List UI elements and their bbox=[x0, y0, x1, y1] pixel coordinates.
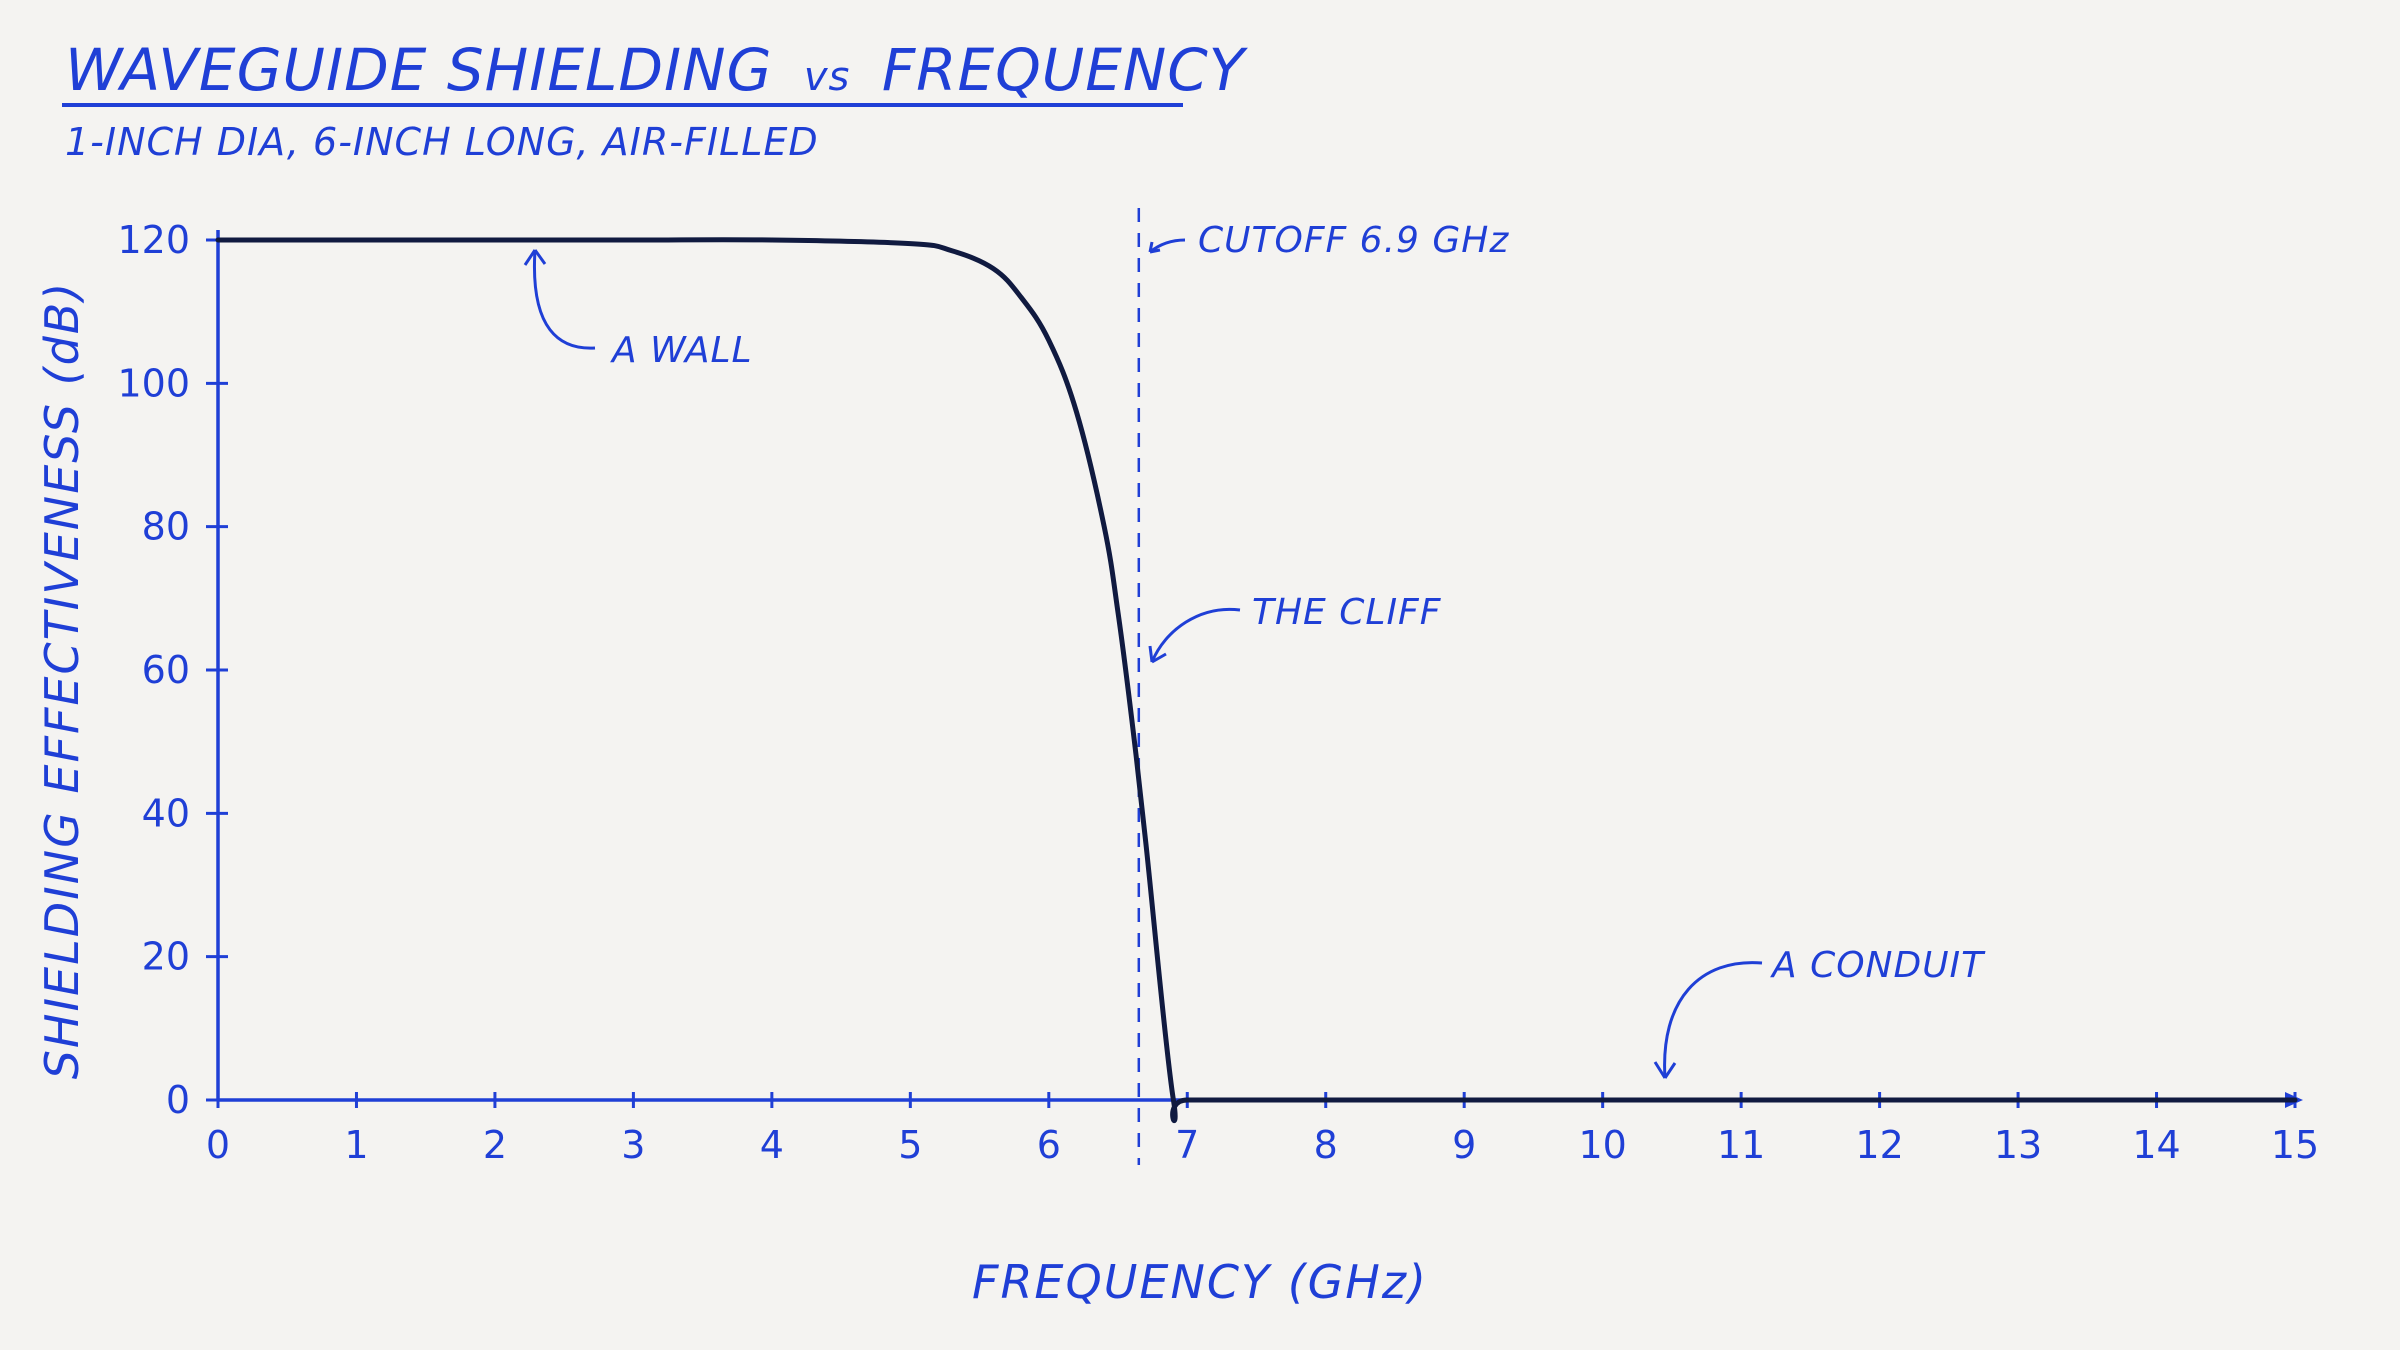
title-vs: vs bbox=[804, 54, 851, 100]
x-tick-label: 15 bbox=[2271, 1123, 2319, 1167]
title-main: WAVEGUIDE SHIELDING bbox=[65, 36, 772, 104]
x-tick-label: 10 bbox=[1578, 1123, 1626, 1167]
x-tick-label: 4 bbox=[760, 1123, 784, 1167]
cutoff-annotation: CUTOFF 6.9 GHz bbox=[1198, 220, 1509, 261]
series-line bbox=[215, 237, 2298, 1124]
y-tick-label: 40 bbox=[142, 791, 190, 835]
y-tick-label: 80 bbox=[142, 505, 190, 549]
y-tick-label: 0 bbox=[166, 1078, 190, 1122]
x-tick-label: 7 bbox=[1175, 1123, 1199, 1167]
annotation-cutoff: CUTOFF 6.9 GHz bbox=[1148, 220, 1509, 261]
x-tick-label: 2 bbox=[483, 1123, 507, 1167]
cliff-arrowhead-icon bbox=[1148, 645, 1167, 664]
chart-subtitle: 1-INCH DIA, 6-INCH LONG, AIR-FILLED bbox=[65, 120, 819, 164]
chart-title: WAVEGUIDE SHIELDING vs FREQUENCY bbox=[65, 36, 1249, 104]
y-tick-label: 100 bbox=[117, 361, 190, 405]
y-ticks: 0 20 40 60 80 100 120 bbox=[117, 218, 228, 1122]
wall-annotation: A WALL bbox=[610, 330, 753, 371]
wall-arrow-icon bbox=[532, 249, 596, 350]
annotation-wall: A WALL bbox=[523, 249, 753, 371]
x-tick-label: 1 bbox=[344, 1123, 368, 1167]
conduit-arrow-icon bbox=[1663, 961, 1763, 1079]
cliff-annotation: THE CLIFF bbox=[1252, 592, 1442, 633]
axes bbox=[216, 230, 2303, 1108]
title-end: FREQUENCY bbox=[882, 36, 1249, 104]
x-tick-label: 11 bbox=[1717, 1123, 1765, 1167]
annotation-cliff: THE CLIFF bbox=[1148, 592, 1442, 664]
x-tick-label: 0 bbox=[206, 1123, 230, 1167]
cliff-arrow-icon bbox=[1150, 607, 1241, 663]
y-tick-label: 120 bbox=[117, 218, 190, 262]
annotation-conduit: A CONDUIT bbox=[1653, 945, 1986, 1079]
x-tick-label: 9 bbox=[1452, 1123, 1476, 1167]
x-tick-label: 14 bbox=[2132, 1123, 2180, 1167]
x-tick-label: 3 bbox=[621, 1123, 645, 1167]
conduit-annotation: A CONDUIT bbox=[1770, 945, 1986, 986]
wall-arrowhead-icon bbox=[523, 249, 547, 266]
x-tick-label: 6 bbox=[1037, 1123, 1061, 1167]
y-axis-label: SHIELDING EFFECTIVENESS (dB) bbox=[35, 281, 89, 1080]
x-tick-label: 12 bbox=[1855, 1123, 1903, 1167]
conduit-arrowhead-icon bbox=[1653, 1061, 1677, 1079]
x-tick-label: 5 bbox=[898, 1123, 922, 1167]
x-ticks: 0 1 2 3 4 5 6 7 8 9 10 11 12 13 14 15 bbox=[206, 1092, 2319, 1167]
x-tick-label: 13 bbox=[1994, 1123, 2042, 1167]
y-tick-label: 20 bbox=[142, 935, 190, 979]
y-tick-label: 60 bbox=[142, 648, 190, 692]
x-tick-label: 8 bbox=[1314, 1123, 1338, 1167]
x-axis-label: FREQUENCY (GHz) bbox=[972, 1255, 1428, 1309]
cutoff-arrowhead-icon bbox=[1148, 241, 1161, 254]
